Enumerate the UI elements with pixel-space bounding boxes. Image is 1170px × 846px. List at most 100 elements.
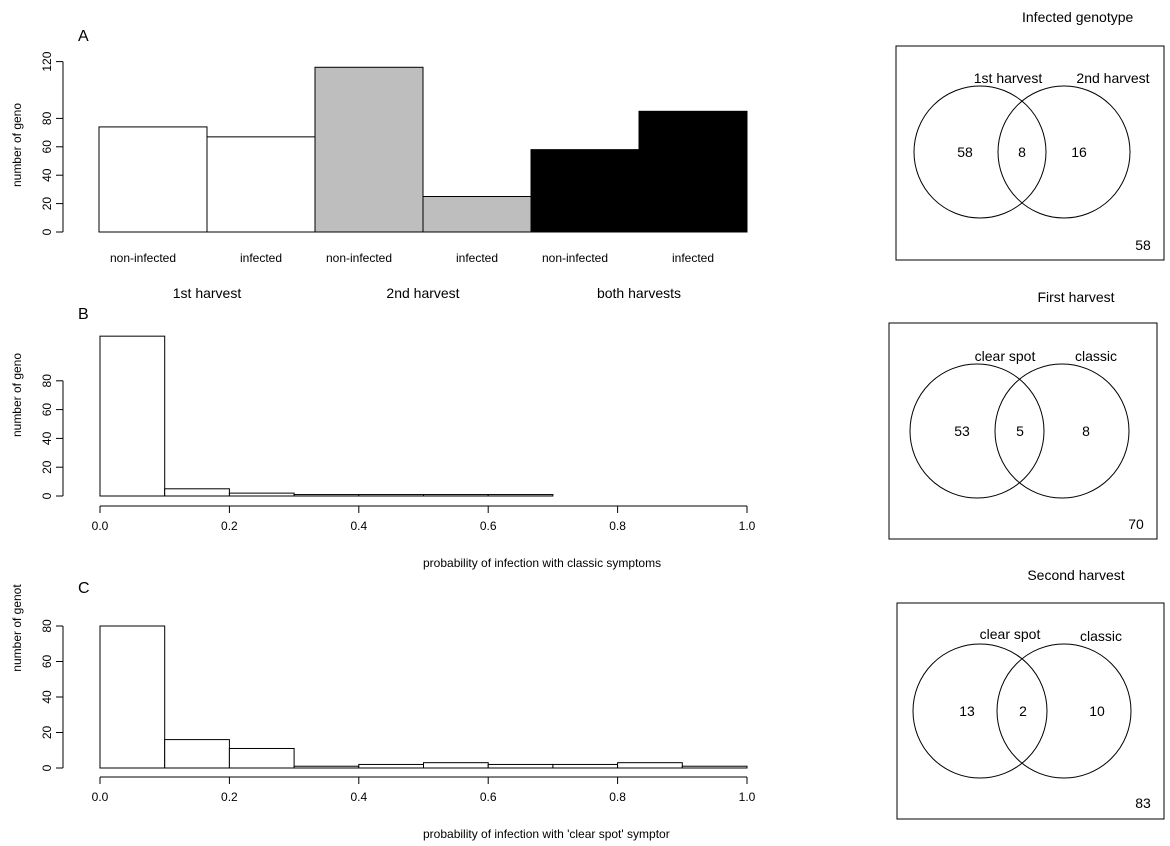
y-tick-label: 20 [40, 460, 54, 474]
panel-a-category-labels: non-infected infected 1st harvest non-infec… [110, 251, 714, 301]
venn-3-left-label: clear spot [980, 626, 1041, 642]
histogram-bar [164, 739, 230, 769]
panel-b-ylabel: number of geno [10, 353, 24, 437]
category-label: non-infected [110, 251, 176, 265]
panel-b-axes: 0.0 0.2 0.4 0.6 0.8 1.0 0 20 40 60 80 [40, 374, 756, 533]
bar-3-2 [638, 110, 748, 233]
x-tick-label: 0.6 [480, 519, 497, 533]
venn-2-title: First harvest [1037, 289, 1114, 305]
venn-2-left-label: clear spot [975, 348, 1036, 364]
y-tick-label: 20 [40, 726, 54, 740]
category-label: infected [672, 251, 714, 265]
panel-a-label: A [78, 28, 89, 45]
histogram-bar [358, 494, 424, 497]
panel-c-bars [99, 625, 748, 769]
bar-2-2 [422, 196, 532, 233]
x-tick-label: 0.0 [92, 519, 109, 533]
panel-b-xlabel: probability of infection with classic sy… [423, 556, 661, 570]
histogram-bar [487, 763, 554, 769]
y-tick-label: 0 [40, 228, 54, 235]
venn-3-outside: 83 [1135, 795, 1151, 811]
group-label: both harvests [597, 285, 681, 301]
x-tick-label: 0.2 [221, 519, 238, 533]
venn-1-right-label: 2nd harvest [1076, 70, 1149, 86]
bar-1-1 [98, 126, 208, 233]
venn-3: Second harvest clear spot classic 13 2 1… [896, 567, 1165, 820]
histogram-bar [487, 494, 554, 497]
x-tick-label: 0.2 [221, 790, 238, 804]
group-label: 2nd harvest [386, 285, 459, 301]
x-tick-label: 0.8 [609, 519, 626, 533]
y-tick-label: 40 [40, 168, 54, 182]
venn-3-both: 2 [1019, 703, 1027, 719]
panel-c-xlabel: probability of infection with 'clear spo… [423, 827, 670, 841]
y-tick-label: 60 [40, 403, 54, 417]
y-tick-label: 80 [40, 374, 54, 388]
panel-b-label: B [78, 306, 89, 323]
category-label: non-infected [326, 251, 392, 265]
histogram-bar [552, 763, 619, 769]
panel-a-y-axis: 0 20 40 60 80 120 [40, 51, 64, 235]
venn-2-frame [888, 322, 1158, 540]
bar-1-2 [206, 136, 316, 233]
y-tick-label: 80 [40, 619, 54, 633]
bar-2-1 [314, 66, 424, 233]
x-tick-label: 0.8 [609, 790, 626, 804]
x-tick-label: 1.0 [739, 519, 756, 533]
category-label: infected [456, 251, 498, 265]
venn-2-right-only: 8 [1082, 423, 1090, 439]
y-tick-label: 20 [40, 197, 54, 211]
x-tick-label: 0.4 [350, 790, 367, 804]
y-tick-label: 0 [40, 764, 54, 771]
histogram-bar [99, 625, 166, 769]
histogram-bar [228, 492, 295, 497]
bar-3-1 [530, 149, 640, 233]
venn-1-right-only: 16 [1071, 144, 1087, 160]
y-tick-label: 120 [40, 51, 54, 71]
histogram-bar [681, 765, 748, 769]
venn-2-both: 5 [1016, 423, 1024, 439]
histogram-bar [617, 762, 683, 769]
venn-1-frame [895, 45, 1165, 261]
venn-3-left-only: 13 [959, 703, 975, 719]
y-tick-label: 60 [40, 140, 54, 154]
histogram-bar [99, 335, 166, 497]
venn-1-title: Infected genotype [1022, 9, 1134, 25]
venn-2-outside: 70 [1128, 516, 1144, 532]
venn-2: First harvest clear spot classic 53 5 8 … [888, 289, 1158, 540]
histogram-bar [423, 494, 489, 497]
venn-2-left-circle [909, 363, 1045, 499]
venn-1-left-label: 1st harvest [974, 70, 1043, 86]
category-label: non-infected [542, 251, 608, 265]
x-tick-label: 0.6 [480, 790, 497, 804]
histogram-bar [423, 762, 489, 769]
panel-a-bars [98, 66, 748, 233]
venn-2-right-label: classic [1075, 348, 1117, 364]
venn-1-right-circle [997, 85, 1131, 219]
venn-1-left-circle [913, 85, 1047, 219]
group-label: 1st harvest [173, 285, 242, 301]
panel-b-bars [99, 335, 554, 497]
venn-1-outside: 58 [1135, 237, 1151, 253]
panel-c-axes: 0.0 0.2 0.4 0.6 0.8 1.0 0 20 40 60 80 [40, 619, 756, 804]
x-tick-label: 1.0 [739, 790, 756, 804]
x-tick-label: 0.0 [92, 790, 109, 804]
venn-2-left-only: 53 [954, 423, 970, 439]
venn-3-left-circle [912, 643, 1048, 779]
y-tick-label: 60 [40, 655, 54, 669]
venn-1-left-only: 58 [957, 144, 973, 160]
histogram-bar [293, 765, 360, 769]
y-tick-label: 40 [40, 431, 54, 445]
venn-3-title: Second harvest [1027, 567, 1124, 583]
panel-c-ylabel: number of genot [10, 584, 24, 672]
y-tick-label: 0 [40, 492, 54, 499]
venn-3-right-circle [996, 643, 1132, 779]
venn-3-right-label: classic [1080, 628, 1122, 644]
venn-3-frame [896, 602, 1165, 820]
venn-2-right-circle [994, 363, 1130, 499]
panel-c-label: C [78, 580, 90, 597]
histogram-bar [293, 494, 360, 497]
histogram-bar [228, 747, 295, 769]
venn-3-right-only: 10 [1089, 703, 1105, 719]
